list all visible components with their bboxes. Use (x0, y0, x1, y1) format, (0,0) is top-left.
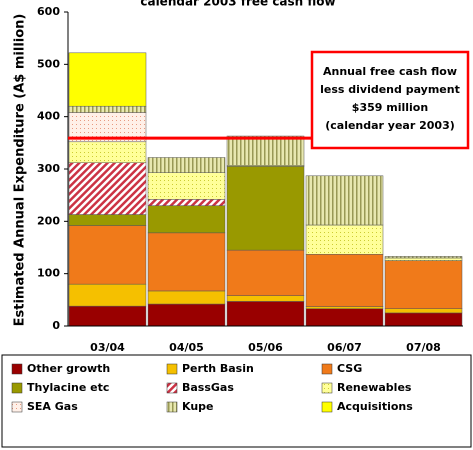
bar-segment (68, 305, 147, 327)
y-tick-label: 400 (37, 110, 60, 123)
bar-segment (147, 303, 226, 327)
bar-segment (147, 172, 226, 200)
bar-segment (68, 141, 147, 163)
bar-segment (226, 295, 305, 302)
y-tick-label: 0 (52, 319, 60, 332)
bar-segment (305, 175, 384, 226)
y-tick-label: 100 (37, 267, 60, 280)
annotation-box (310, 50, 470, 150)
legend-swatch (11, 401, 23, 413)
legend-swatch (11, 363, 23, 375)
legend-swatch (166, 382, 178, 394)
chart-title: calendar 2003 free cash flow (140, 0, 335, 9)
x-tick-label: 07/08 (406, 341, 441, 354)
bar-segment (384, 260, 463, 309)
bar-segment (226, 135, 305, 166)
x-tick-label: 04/05 (169, 341, 204, 354)
bar-segment (305, 224, 384, 255)
annotation-text: $359 million (352, 101, 428, 114)
legend-label: Acquisitions (337, 400, 413, 413)
y-axis-label: Estimated Annual Expenditure (A$ million… (13, 14, 28, 327)
annotation-text: Annual free cash flow (323, 65, 457, 78)
bar-segment (68, 214, 147, 226)
bar-segment (305, 306, 384, 309)
bar-segment (68, 225, 147, 285)
bar-segment (147, 157, 226, 173)
y-tick-label: 600 (37, 5, 60, 18)
legend-swatch (321, 382, 333, 394)
bar-segment (305, 254, 384, 307)
bar-segment (147, 205, 226, 234)
x-tick-label: 06/07 (327, 341, 362, 354)
bar-segment (68, 283, 147, 307)
legend-label: Kupe (182, 400, 214, 413)
bar-segment (384, 312, 463, 327)
bar-segment (68, 105, 147, 113)
x-tick-label: 05/06 (248, 341, 283, 354)
legend-label: CSG (337, 362, 362, 375)
legend-swatch (321, 363, 333, 375)
x-tick-label: 03/04 (90, 341, 125, 354)
bar-segment (305, 308, 384, 327)
bar-segment (226, 249, 305, 296)
legend-label: SEA Gas (27, 400, 78, 413)
annotation-text: less dividend payment (320, 83, 460, 96)
bar-segment (384, 256, 463, 259)
bar-segment (384, 308, 463, 314)
legend-swatch (166, 363, 178, 375)
legend-label: Perth Basin (182, 362, 254, 375)
legend-label: Other growth (27, 362, 110, 375)
bar-segment (147, 290, 226, 305)
legend-swatch (11, 382, 23, 394)
bar-segment (147, 232, 226, 292)
bar-segment (226, 166, 305, 251)
y-tick-label: 200 (37, 214, 60, 227)
legend-box (1, 354, 472, 448)
legend-swatch (321, 401, 333, 413)
y-tick-label: 300 (37, 162, 60, 175)
y-tick-label: 500 (37, 57, 60, 70)
legend-swatch (166, 401, 178, 413)
bar-segment (384, 257, 463, 261)
bar-segment (68, 52, 147, 107)
legend-label: BassGas (182, 381, 234, 394)
bar-segment (226, 301, 305, 327)
bar-segment (68, 162, 147, 215)
bar-segment (147, 199, 226, 206)
legend-label: Renewables (337, 381, 412, 394)
annotation-text: (calendar year 2003) (325, 119, 455, 132)
legend-label: Thylacine etc (27, 381, 109, 394)
